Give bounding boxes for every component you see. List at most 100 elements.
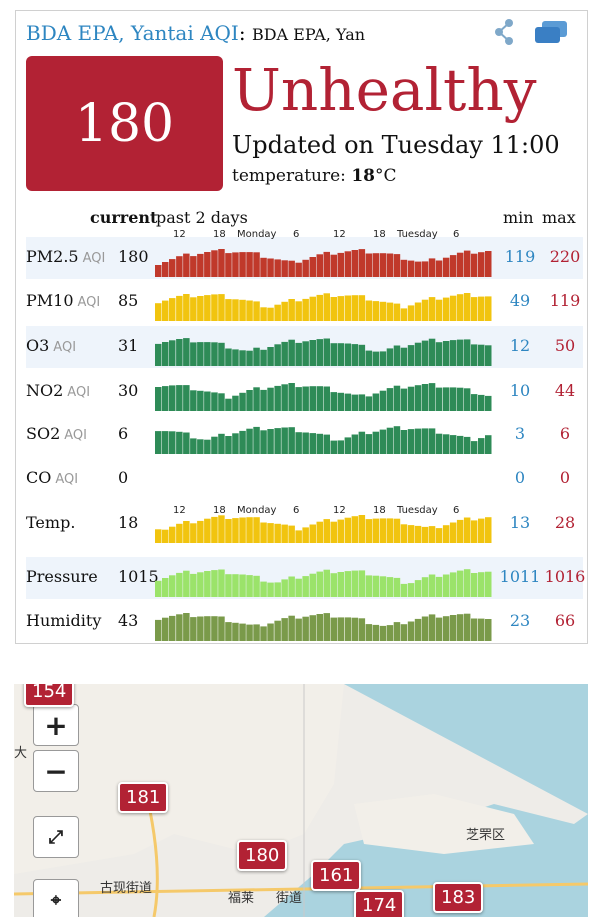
spark-bar bbox=[407, 386, 415, 411]
spark-bar bbox=[478, 518, 485, 543]
spark-bar bbox=[253, 624, 260, 641]
spark-bar bbox=[478, 618, 485, 641]
spark-bar bbox=[414, 385, 422, 411]
spark-bar bbox=[337, 572, 344, 597]
spark-bar bbox=[302, 576, 309, 597]
spark-bar bbox=[470, 520, 478, 543]
spark-bar bbox=[463, 250, 471, 277]
time-label: 18 bbox=[213, 229, 226, 240]
spark-bar bbox=[211, 250, 218, 277]
spark-bar bbox=[386, 577, 394, 597]
spark-bar bbox=[442, 616, 450, 641]
spark-bar bbox=[246, 575, 253, 597]
row-max: 1016 bbox=[544, 567, 586, 586]
station-map[interactable]: 古现街道 福莱 街道 芝罘区 大 + − ⤢ ⌖ 154 181 180 161… bbox=[14, 684, 588, 917]
spark-bar bbox=[162, 262, 169, 277]
row-name: CO AQI bbox=[26, 468, 79, 487]
spark-bar bbox=[260, 349, 267, 366]
aqi-card: BDA EPA, Yantai AQI: BDA EPA, Yan 180 Un… bbox=[15, 10, 588, 644]
spark-bar bbox=[316, 339, 323, 366]
spark-bar bbox=[302, 432, 309, 454]
row-min: 13 bbox=[509, 513, 531, 532]
spark-bar bbox=[309, 433, 316, 454]
row-max: 28 bbox=[554, 513, 576, 532]
map-marker[interactable]: 174 bbox=[354, 890, 405, 917]
spark-bar bbox=[414, 428, 422, 454]
spark-bar bbox=[463, 613, 471, 641]
spark-bar bbox=[449, 522, 457, 543]
map-marker[interactable]: 161 bbox=[311, 860, 362, 891]
map-marker[interactable]: 154 bbox=[24, 684, 75, 707]
spark-bar bbox=[218, 342, 225, 366]
station-name[interactable]: BDA EPA, Yantai bbox=[26, 21, 194, 45]
share-icon[interactable] bbox=[494, 19, 516, 45]
spark-bar bbox=[463, 293, 471, 321]
spark-bar bbox=[449, 615, 457, 641]
spark-bar bbox=[253, 517, 260, 543]
spark-bar bbox=[379, 518, 387, 543]
spark-bar bbox=[260, 626, 267, 641]
map-marker[interactable]: 180 bbox=[237, 840, 288, 871]
fullscreen-icon[interactable]: ⤢ bbox=[33, 816, 79, 858]
spark-bar bbox=[211, 294, 218, 321]
spark-bar bbox=[302, 386, 309, 411]
time-label: 18 bbox=[213, 505, 226, 516]
spark-bar bbox=[428, 526, 436, 543]
spark-bar bbox=[267, 347, 274, 366]
spark-bar bbox=[267, 523, 274, 543]
spark-bar bbox=[183, 338, 190, 366]
spark-bar bbox=[393, 254, 401, 277]
spark-bar bbox=[218, 433, 225, 454]
spark-bar bbox=[393, 622, 401, 641]
spark-bar bbox=[365, 434, 373, 454]
row-max: 119 bbox=[549, 291, 581, 310]
spark-bar bbox=[393, 385, 401, 411]
map-marker[interactable]: 181 bbox=[118, 782, 169, 813]
spark-bar bbox=[485, 517, 492, 543]
widget-icon[interactable] bbox=[534, 20, 568, 44]
spark-bar bbox=[239, 350, 246, 366]
spark-bar bbox=[449, 387, 457, 411]
spark-bar bbox=[463, 569, 471, 597]
place-label-zhifu: 芝罘区 bbox=[466, 828, 506, 843]
spark-bar bbox=[365, 350, 373, 366]
zoom-out-button[interactable]: − bbox=[33, 750, 79, 792]
spark-bar bbox=[162, 431, 169, 454]
time-label: Monday bbox=[237, 505, 277, 516]
spark-bar bbox=[379, 429, 387, 454]
spark-bar bbox=[449, 572, 457, 597]
spark-bar bbox=[330, 521, 337, 543]
table-row: Humidity 43 23 66 bbox=[26, 601, 583, 643]
spark-bar bbox=[274, 523, 281, 543]
spark-bar bbox=[288, 260, 295, 277]
row-current: 43 bbox=[118, 611, 139, 630]
spark-bar bbox=[435, 387, 443, 411]
spark-bar bbox=[463, 339, 471, 366]
spark-bar bbox=[176, 339, 183, 366]
spark-bar bbox=[281, 341, 288, 366]
spark-bar bbox=[225, 299, 232, 321]
spark-bar bbox=[204, 439, 211, 454]
sparkline bbox=[155, 249, 492, 277]
zoom-in-button[interactable]: + bbox=[33, 704, 79, 746]
spark-bar bbox=[330, 573, 337, 597]
spark-bar bbox=[295, 262, 302, 277]
row-min: 119 bbox=[504, 247, 536, 266]
spark-bar bbox=[400, 624, 408, 641]
row-current: 18 bbox=[118, 513, 139, 532]
map-marker[interactable]: 183 bbox=[433, 882, 484, 913]
spark-bar bbox=[428, 338, 436, 366]
spark-bar bbox=[169, 298, 176, 321]
row-min: 0 bbox=[514, 468, 526, 487]
spark-bar bbox=[323, 434, 330, 454]
spark-bar bbox=[232, 299, 239, 321]
spark-bar bbox=[246, 517, 253, 543]
spark-bar bbox=[155, 265, 162, 277]
spark-bar bbox=[288, 299, 295, 321]
spark-bar bbox=[337, 252, 344, 277]
spark-bar bbox=[351, 394, 359, 411]
sparkline bbox=[155, 426, 492, 454]
map-layers-icon[interactable]: ⌖ bbox=[33, 879, 79, 917]
spark-bar bbox=[344, 571, 352, 597]
spark-bar bbox=[253, 387, 260, 411]
